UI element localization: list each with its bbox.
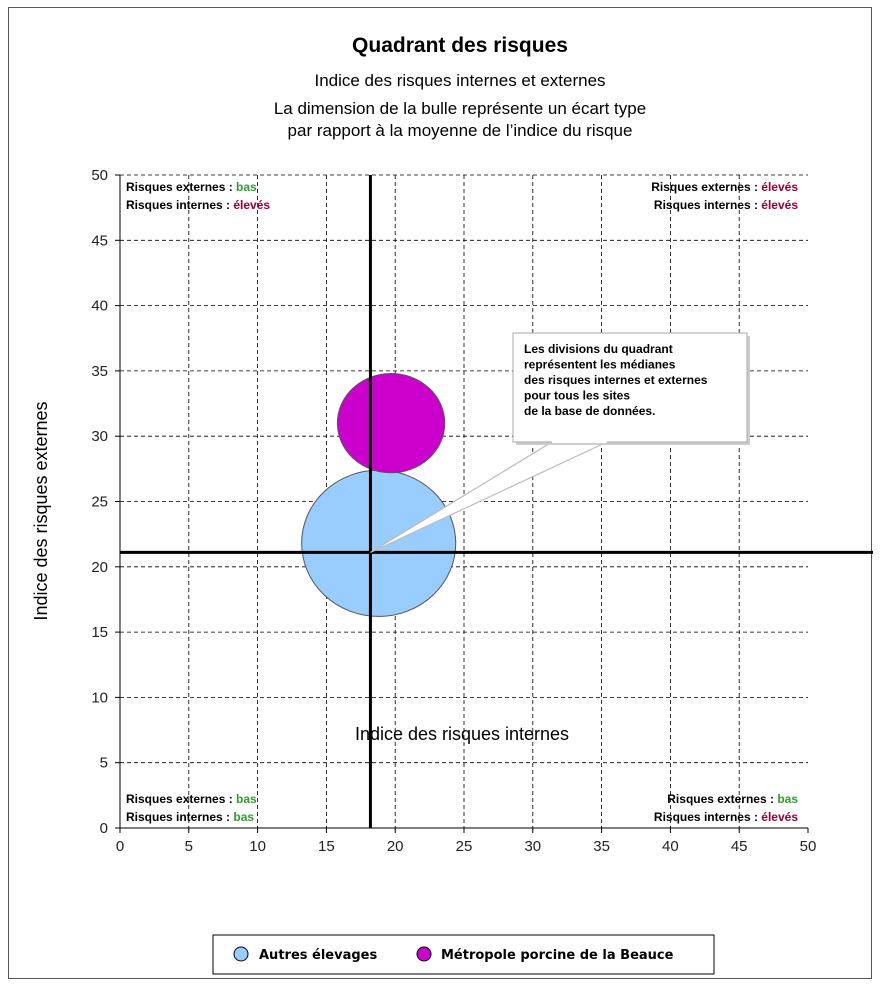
y-tick-label: 0 (100, 820, 108, 837)
x-tick-label: 10 (249, 838, 266, 855)
callout-line: de la base de données. (524, 404, 655, 418)
bottom-left-internal-label: Risques internes : bas (126, 810, 254, 824)
x-tick-label: 0 (116, 838, 124, 855)
y-tick-label: 25 (91, 494, 108, 511)
callout-line: Les divisions du quadrant (524, 342, 673, 356)
callout-line: pour tous les sites (524, 389, 630, 403)
callout-line: des risques internes et externes (524, 373, 708, 387)
chart-subtitle-line-2: La dimension de la bulle représente un é… (274, 99, 646, 118)
x-tick-label: 15 (318, 838, 335, 855)
x-tick-label: 45 (731, 838, 748, 855)
top-right-internal-label: Risques internes : élevés (654, 198, 798, 212)
callout: Les divisions du quadrant représentent le… (370, 332, 750, 553)
x-tick-label: 35 (593, 838, 610, 855)
chart-title: Quadrant des risques (352, 34, 568, 57)
bottom-right-external-label-value: bas (777, 792, 798, 806)
bottom-left-external-label-prefix: Risques externes : (126, 792, 236, 806)
axes: 0 5 10 15 20 25 30 35 40 45 50 0 5 10 15 20 25 30 35 40 45 50 (91, 167, 816, 855)
risk-quadrant-chart: Quadrant des risques Indice des risques … (31, 34, 873, 975)
x-tick-label: 50 (800, 838, 817, 855)
bottom-right-internal-label: Risques internes : élevés (654, 810, 798, 824)
chart-frame: Quadrant des risques Indice des risques … (8, 7, 873, 979)
callout-box (512, 332, 748, 443)
y-tick-label: 35 (91, 363, 108, 380)
top-right-external-label-value: élevés (761, 180, 798, 194)
top-left-internal-label-value: élevés (233, 198, 270, 212)
y-tick-label: 50 (91, 167, 108, 184)
bubble-autres-elevages (301, 469, 457, 617)
top-left-external-label-prefix: Risques externes : (126, 180, 236, 194)
y-axis-title: Indice des risques externes (31, 401, 51, 620)
bottom-left-internal-label-prefix: Risques internes : (126, 810, 233, 824)
top-left-external-label-value: bas (236, 180, 257, 194)
legend-label-autres: Autres élevages (259, 948, 377, 963)
legend: Autres élevages Métropole porcine de la … (212, 934, 715, 975)
y-tick-label: 20 (91, 559, 108, 576)
x-tick-label: 20 (387, 838, 404, 855)
legend-label-beauce: Métropole porcine de la Beauce (441, 948, 674, 963)
top-left-internal-label: Risques internes : élevés (126, 198, 270, 212)
top-left-internal-label-prefix: Risques internes : (126, 198, 233, 212)
y-tick-label: 15 (91, 624, 108, 641)
bubble-metropole-beauce (336, 373, 446, 474)
top-right-internal-label-value: élevés (761, 198, 798, 212)
x-tick-label: 40 (662, 838, 679, 855)
x-tick-label: 30 (524, 838, 541, 855)
chart-subtitle-line-1: Indice des risques internes et externes (314, 71, 605, 90)
callout-line: représentent les médianes (524, 358, 676, 372)
legend-box (212, 934, 715, 975)
bottom-right-internal-label-value: élevés (761, 810, 798, 824)
legend-marker-beauce (416, 946, 432, 962)
bubbles (301, 373, 457, 617)
top-left-external-label: Risques externes : bas (126, 180, 257, 194)
chart-subtitle-line-3: par rapport à la moyenne de l’indice du … (288, 121, 633, 140)
y-tick-label: 40 (91, 298, 108, 315)
median-lines (120, 175, 873, 828)
y-tick-label: 30 (91, 428, 108, 445)
top-right-external-label-prefix: Risques externes : (651, 180, 761, 194)
bottom-left-external-label-value: bas (236, 792, 257, 806)
y-tick-label: 5 (100, 755, 108, 772)
titles: Quadrant des risques Indice des risques … (274, 34, 646, 140)
y-tick-label: 45 (91, 232, 108, 249)
bottom-right-external-label: Risques externes : bas (667, 792, 798, 806)
legend-marker-autres (233, 946, 249, 962)
bottom-left-internal-label-value: bas (233, 810, 254, 824)
top-right-external-label: Risques externes : élevés (651, 180, 798, 194)
x-axis-title: Indice des risques internes (355, 724, 569, 744)
x-tick-label: 25 (456, 838, 473, 855)
bottom-left-external-label: Risques externes : bas (126, 792, 257, 806)
x-tick-label: 5 (185, 838, 193, 855)
top-right-internal-label-prefix: Risques internes : (654, 198, 761, 212)
bottom-right-internal-label-prefix: Risques internes : (654, 810, 761, 824)
bottom-right-external-label-prefix: Risques externes : (667, 792, 777, 806)
y-tick-label: 10 (91, 689, 108, 706)
